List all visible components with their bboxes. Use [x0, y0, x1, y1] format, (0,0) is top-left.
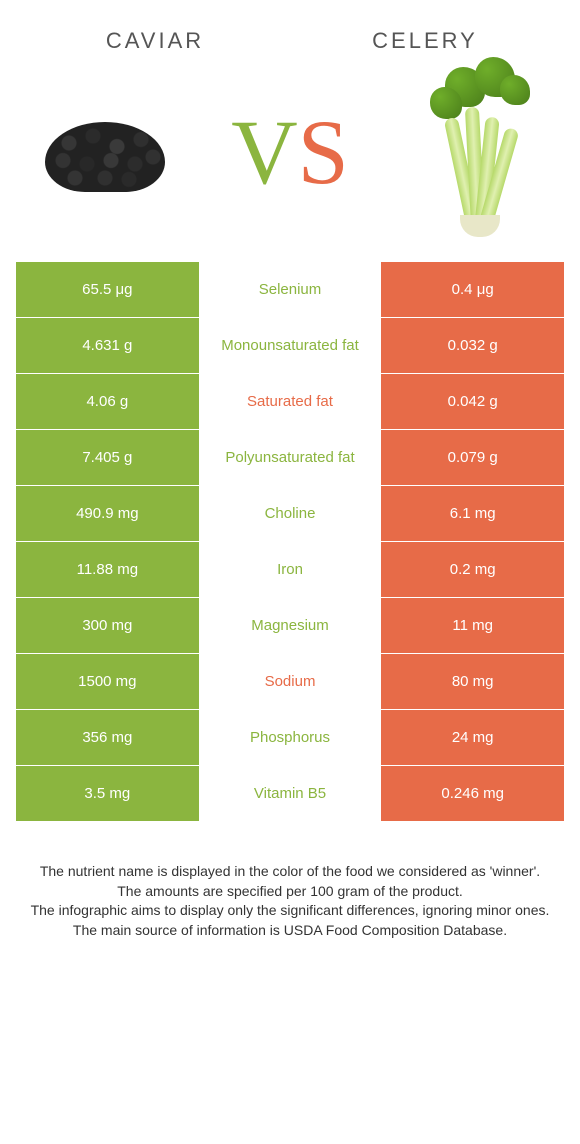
- vs-v: V: [231, 99, 297, 205]
- nutrient-name: Selenium: [199, 262, 382, 317]
- nutrient-name: Vitamin B5: [199, 766, 382, 821]
- left-value: 4.06 g: [16, 374, 199, 429]
- left-value: 490.9 mg: [16, 486, 199, 541]
- right-value: 6.1 mg: [381, 486, 564, 541]
- table-row: 3.5 mgVitamin B50.246 mg: [16, 766, 564, 822]
- right-value: 0.2 mg: [381, 542, 564, 597]
- footer-line: The nutrient name is displayed in the co…: [30, 862, 550, 882]
- right-food-title: CELERY: [290, 28, 560, 54]
- table-row: 7.405 gPolyunsaturated fat0.079 g: [16, 430, 564, 486]
- left-value: 3.5 mg: [16, 766, 199, 821]
- footer-notes: The nutrient name is displayed in the co…: [0, 822, 580, 940]
- celery-image: [400, 77, 550, 227]
- table-row: 1500 mgSodium80 mg: [16, 654, 564, 710]
- left-value: 356 mg: [16, 710, 199, 765]
- right-value: 0.246 mg: [381, 766, 564, 821]
- nutrient-name: Polyunsaturated fat: [199, 430, 382, 485]
- left-value: 65.5 μg: [16, 262, 199, 317]
- header-titles: CAVIAR CELERY: [0, 0, 580, 62]
- vs-label: VS: [231, 99, 349, 205]
- nutrient-name: Sodium: [199, 654, 382, 709]
- left-value: 11.88 mg: [16, 542, 199, 597]
- nutrient-name: Saturated fat: [199, 374, 382, 429]
- table-row: 4.06 gSaturated fat0.042 g: [16, 374, 564, 430]
- right-value: 80 mg: [381, 654, 564, 709]
- table-row: 4.631 gMonounsaturated fat0.032 g: [16, 318, 564, 374]
- right-value: 11 mg: [381, 598, 564, 653]
- table-row: 490.9 mgCholine6.1 mg: [16, 486, 564, 542]
- nutrient-name: Choline: [199, 486, 382, 541]
- left-value: 1500 mg: [16, 654, 199, 709]
- left-food-title: CAVIAR: [20, 28, 290, 54]
- right-value: 0.042 g: [381, 374, 564, 429]
- nutrient-name: Monounsaturated fat: [199, 318, 382, 373]
- left-value: 4.631 g: [16, 318, 199, 373]
- left-value: 300 mg: [16, 598, 199, 653]
- right-value: 0.032 g: [381, 318, 564, 373]
- footer-line: The infographic aims to display only the…: [30, 901, 550, 921]
- right-value: 0.4 μg: [381, 262, 564, 317]
- footer-line: The main source of information is USDA F…: [30, 921, 550, 941]
- nutrient-name: Iron: [199, 542, 382, 597]
- left-value: 7.405 g: [16, 430, 199, 485]
- table-row: 65.5 μgSelenium0.4 μg: [16, 262, 564, 318]
- footer-line: The amounts are specified per 100 gram o…: [30, 882, 550, 902]
- right-value: 24 mg: [381, 710, 564, 765]
- hero-row: VS: [0, 62, 580, 262]
- nutrient-name: Magnesium: [199, 598, 382, 653]
- caviar-image: [30, 77, 180, 227]
- table-row: 356 mgPhosphorus24 mg: [16, 710, 564, 766]
- nutrient-table: 65.5 μgSelenium0.4 μg4.631 gMonounsatura…: [0, 262, 580, 822]
- nutrient-name: Phosphorus: [199, 710, 382, 765]
- vs-s: S: [298, 99, 349, 205]
- right-value: 0.079 g: [381, 430, 564, 485]
- table-row: 300 mgMagnesium11 mg: [16, 598, 564, 654]
- table-row: 11.88 mgIron0.2 mg: [16, 542, 564, 598]
